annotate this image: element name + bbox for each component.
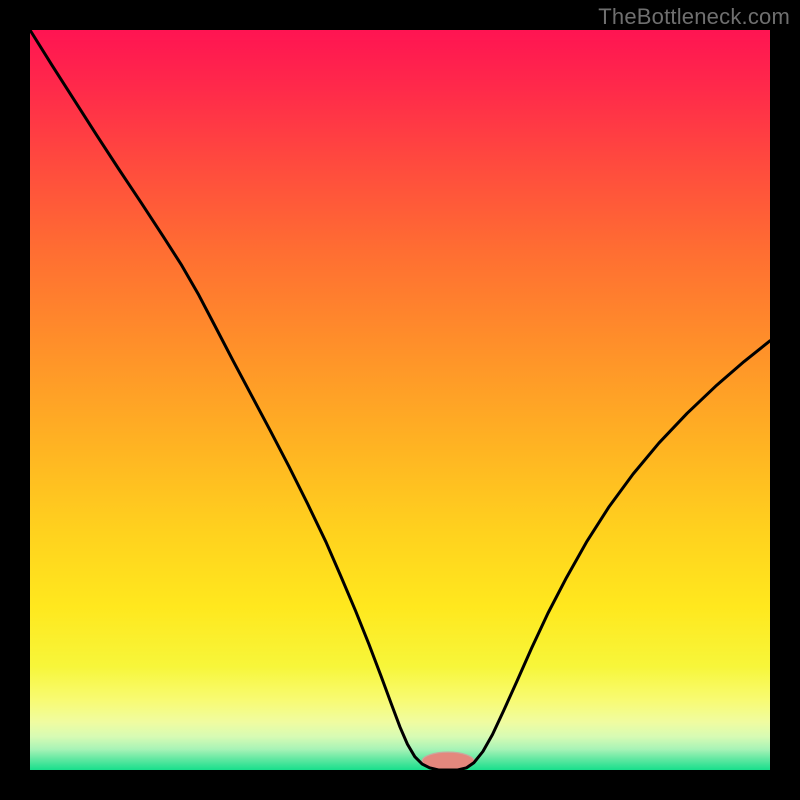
bottleneck-curve-plot (0, 0, 800, 800)
chart-canvas: TheBottleneck.com (0, 0, 800, 800)
gradient-background (30, 30, 770, 770)
